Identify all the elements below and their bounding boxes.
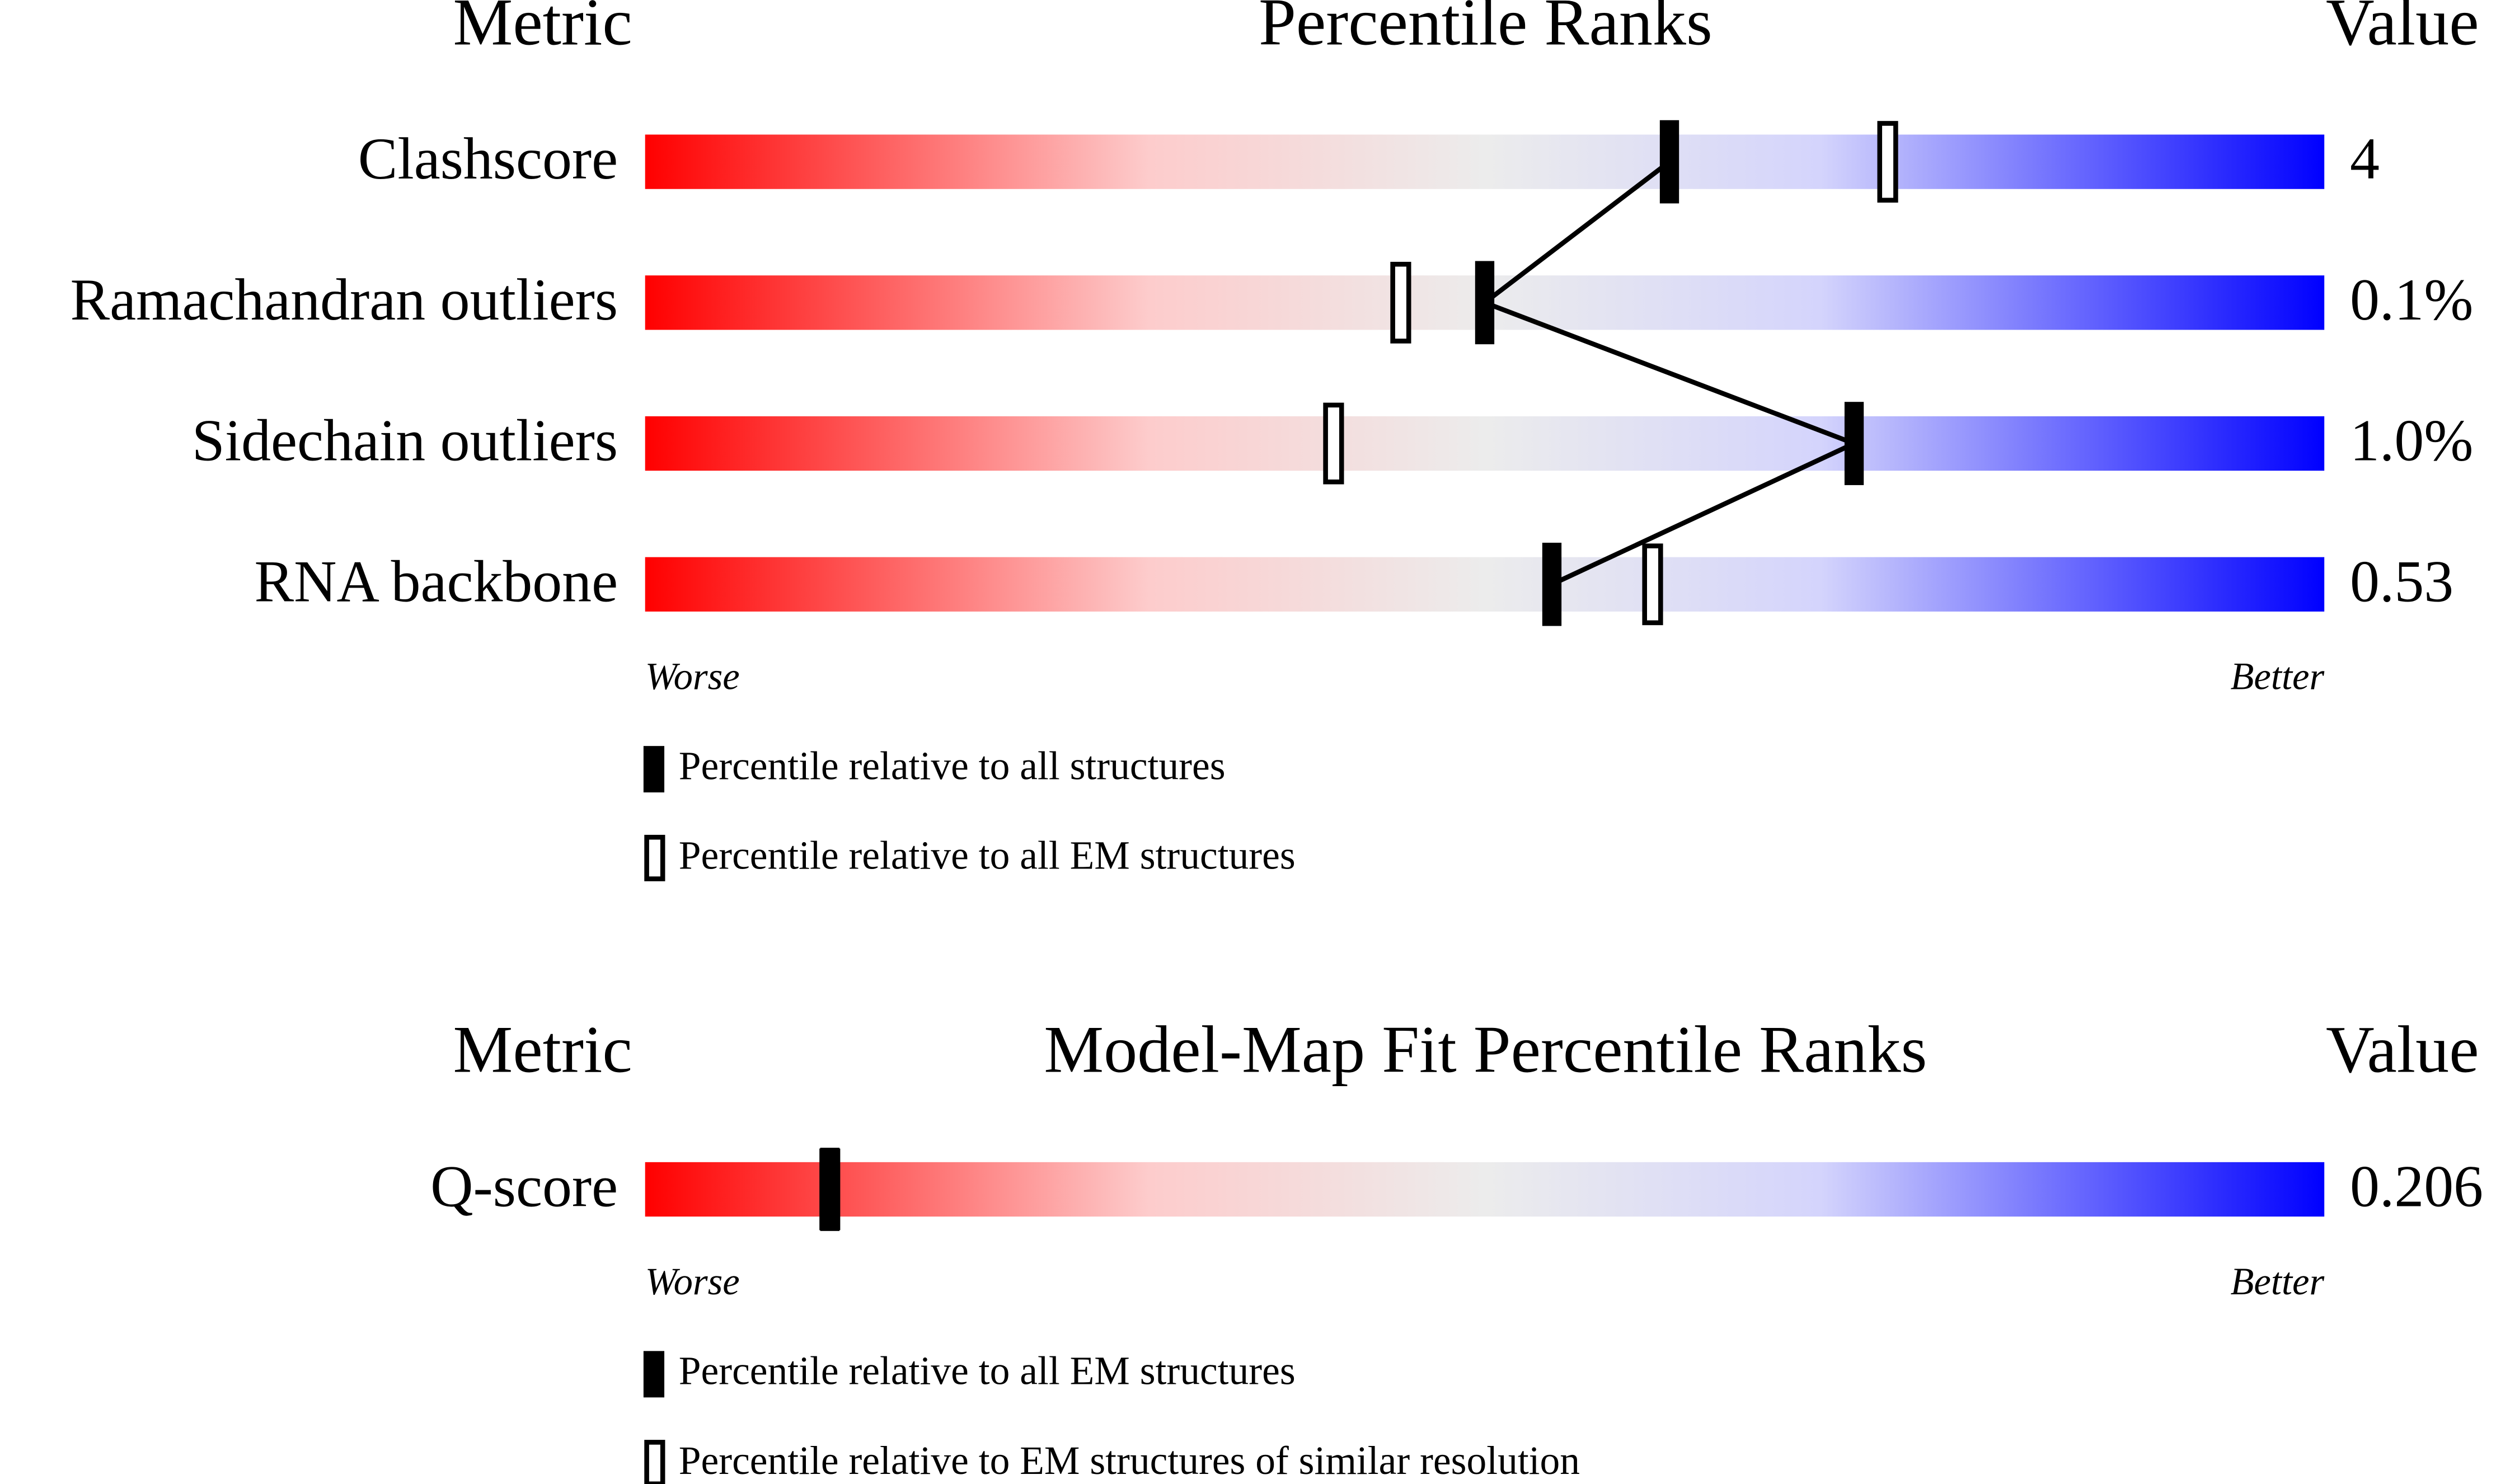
metric-label: Sidechain outliers: [192, 408, 618, 473]
percentile-marker-open: [1877, 121, 1898, 203]
percentile-bar: [645, 134, 2325, 189]
better-label: Better: [2231, 655, 2325, 698]
metric-label: Clashscore: [358, 126, 618, 191]
value-header: Value: [2326, 0, 2479, 59]
legend-icon: [643, 1351, 665, 1398]
legend-icon: [643, 746, 665, 793]
percentile-marker: [1475, 261, 1495, 345]
metric-value: 0.53: [2350, 548, 2453, 614]
legend-label: Percentile relative to all structures: [679, 744, 1226, 788]
percentile-marker: [1844, 402, 1864, 485]
legend-label: Percentile relative to EM structures of …: [679, 1439, 1580, 1483]
legend-label: Percentile relative to all EM structures: [679, 1349, 1296, 1393]
better-label: Better: [2231, 1260, 2325, 1303]
metric-value: 0.1%: [2350, 267, 2473, 332]
metric-value: 1.0%: [2350, 408, 2473, 473]
metric-header: Metric: [453, 0, 632, 59]
metric-label: RNA backbone: [255, 548, 618, 614]
chart-title: Percentile Ranks: [1259, 0, 1713, 59]
metric-value: 4: [2350, 126, 2380, 191]
metric-header: Metric: [453, 1012, 632, 1087]
legend-icon-open: [644, 834, 665, 881]
chart-title: Model-Map Fit Percentile Ranks: [1044, 1012, 1927, 1087]
legend-label: Percentile relative to all EM structures: [679, 834, 1296, 878]
percentile-marker: [1659, 120, 1679, 204]
percentile-marker-open: [1642, 543, 1663, 626]
percentile-marker: [820, 1148, 839, 1231]
percentile-bar: [645, 557, 2325, 612]
legend-icon-open: [644, 1440, 665, 1484]
percentile-marker-open: [1323, 402, 1344, 485]
percentile-bar: [645, 416, 2325, 471]
percentile-marker-open: [1390, 261, 1411, 344]
percentile-marker: [1542, 542, 1562, 626]
metric-label: Ramachandran outliers: [71, 267, 618, 332]
worse-label: Worse: [645, 655, 740, 698]
worse-label: Worse: [645, 1260, 740, 1303]
percentile-bar: [645, 1162, 2325, 1217]
value-header: Value: [2326, 1012, 2479, 1087]
metric-value: 0.206: [2350, 1153, 2483, 1219]
metric-label: Q-score: [430, 1153, 618, 1219]
connector-line: [1480, 159, 1861, 587]
